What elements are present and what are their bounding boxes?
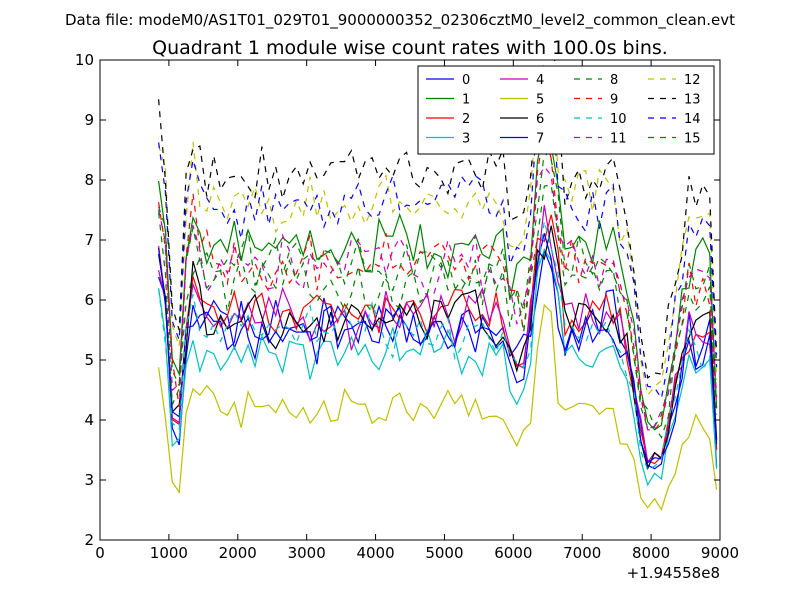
x-tick-label: 4000 <box>356 544 394 562</box>
series-line-15 <box>158 184 718 439</box>
x-tick-label: 9000 <box>701 544 739 562</box>
x-tick-label: 8000 <box>632 544 670 562</box>
y-tick-label: 7 <box>84 231 94 249</box>
series-line-0 <box>158 247 718 470</box>
series-line-7 <box>158 233 718 464</box>
x-tick-label: 1000 <box>150 544 188 562</box>
series-line-3 <box>158 248 718 487</box>
series-line-13 <box>158 60 718 379</box>
y-tick-label: 3 <box>84 471 94 489</box>
x-tick-label: 3000 <box>288 544 326 562</box>
series-line-1 <box>158 124 718 431</box>
legend-label-8: 8 <box>610 73 618 88</box>
legend-box <box>417 65 715 155</box>
y-tick-label: 4 <box>84 411 94 429</box>
x-tick-label: 7000 <box>563 544 601 562</box>
legend-label-0: 0 <box>462 73 470 88</box>
legend-label-10: 10 <box>610 112 627 127</box>
y-tick-label: 9 <box>84 111 94 129</box>
legend-label-13: 13 <box>684 93 701 108</box>
series-line-14 <box>158 75 718 400</box>
chart-title: Quadrant 1 module wise count rates with … <box>152 37 668 59</box>
y-tick-label: 2 <box>84 531 94 549</box>
legend-label-15: 15 <box>684 132 701 147</box>
figure-suptitle: Data file: modeM0/AS1T01_029T01_90000003… <box>65 11 735 30</box>
legend-label-1: 1 <box>462 93 470 108</box>
series-line-2 <box>158 214 718 465</box>
series-line-9 <box>158 129 718 432</box>
series-line-4 <box>158 205 718 464</box>
x-tick-label: 0 <box>95 544 105 562</box>
legend-label-3: 3 <box>462 132 470 147</box>
series-line-10 <box>158 220 718 471</box>
x-tick-label: 6000 <box>494 544 532 562</box>
legend-label-11: 11 <box>610 132 627 147</box>
legend-label-7: 7 <box>536 132 544 147</box>
x-axis-offset-label: +1.94558e8 <box>627 564 720 582</box>
y-tick-label: 5 <box>84 351 94 369</box>
legend-label-9: 9 <box>610 93 618 108</box>
series-line-5 <box>158 303 718 512</box>
series-line-11 <box>158 165 718 432</box>
series-line-12 <box>158 71 718 397</box>
legend-label-14: 14 <box>684 112 701 127</box>
legend-label-5: 5 <box>536 93 544 108</box>
series-layer <box>158 60 718 512</box>
y-tick-label: 6 <box>84 291 94 309</box>
axis-layer: 0 1000 2000 3000 4000 5000 6000 7000 8000 9000 2 3 4… <box>75 51 739 562</box>
legend-label-4: 4 <box>536 73 544 88</box>
series-line-6 <box>158 225 718 471</box>
legend-label-12: 12 <box>684 73 701 88</box>
y-tick-label: 10 <box>75 51 94 69</box>
legend-label-6: 6 <box>536 112 544 127</box>
y-tick-label: 8 <box>84 171 94 189</box>
legend-label-2: 2 <box>462 112 470 127</box>
x-tick-label: 2000 <box>219 544 257 562</box>
x-tick-label: 5000 <box>425 544 463 562</box>
